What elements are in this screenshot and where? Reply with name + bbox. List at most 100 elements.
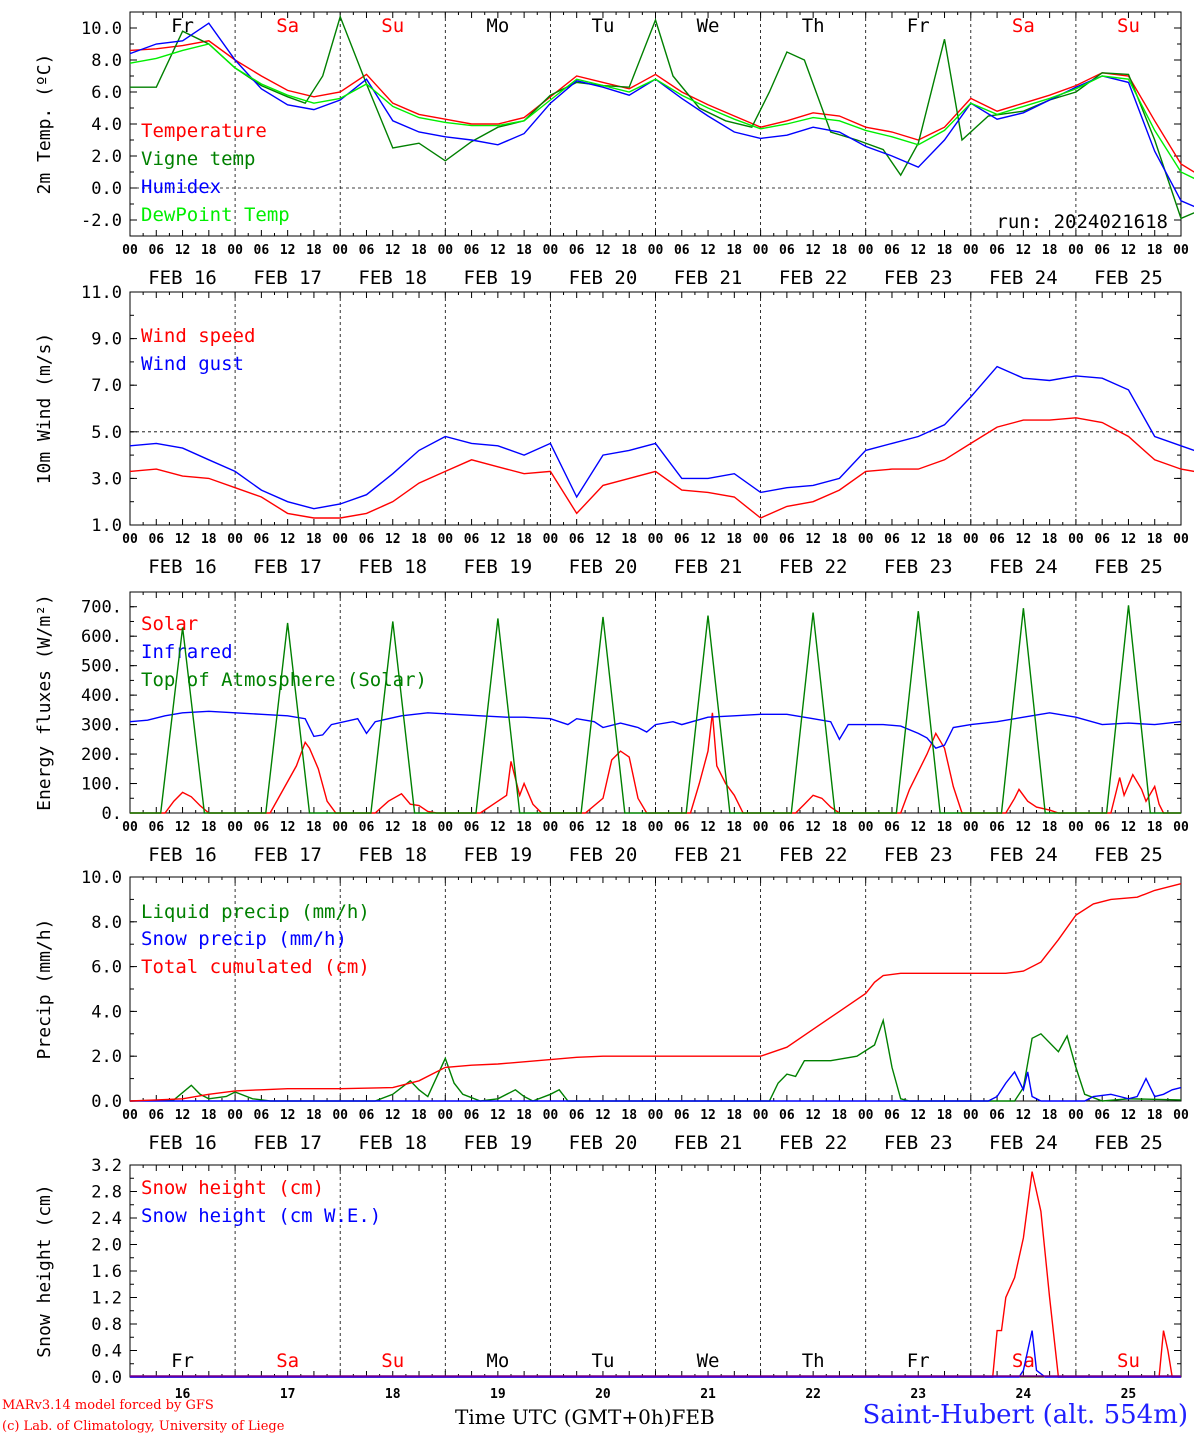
x-hour-label: 12 (1016, 820, 1032, 835)
y-tick-label: 7.0 (91, 376, 122, 396)
lab-credit: (c) Lab. of Climatology, University of L… (2, 1419, 285, 1434)
y-tick-label: 4.0 (91, 1002, 122, 1022)
weekday-label: We (697, 15, 720, 37)
x-hour-label: 12 (280, 243, 296, 258)
day-number-label: 17 (280, 1387, 296, 1402)
x-hour-label: 00 (648, 820, 664, 835)
x-hour-label: 06 (884, 532, 900, 547)
x-date-label: FEB 21 (674, 844, 743, 866)
x-date-label: FEB 25 (1094, 267, 1163, 289)
x-hour-label: 18 (726, 1108, 742, 1123)
x-hour-label: 12 (280, 532, 296, 547)
series-line (129, 365, 1194, 510)
x-hour-label: 06 (148, 1108, 164, 1123)
x-hour-label: 06 (464, 532, 480, 547)
y-tick-label: 400. (81, 686, 122, 706)
x-hour-label: 18 (621, 243, 637, 258)
x-hour-label: 00 (227, 532, 243, 547)
x-hour-label: 12 (385, 532, 401, 547)
weekday-label: Fr (171, 1350, 194, 1372)
x-hour-label: 06 (884, 1108, 900, 1123)
x-hour-label: 06 (359, 1108, 375, 1123)
x-hour-label: 18 (937, 820, 953, 835)
x-hour-label: 00 (753, 243, 769, 258)
x-hour-label: 18 (411, 820, 427, 835)
x-hour-label: 12 (385, 243, 401, 258)
x-hour-label: 00 (1173, 1108, 1189, 1123)
x-hour-label: 12 (385, 1108, 401, 1123)
x-hour-label: 12 (175, 820, 191, 835)
x-hour-label: 00 (858, 820, 874, 835)
x-hour-label: 00 (122, 243, 138, 258)
day-number-label: 16 (175, 1387, 191, 1402)
y-tick-label: 700. (81, 598, 122, 618)
x-hour-label: 12 (910, 1108, 926, 1123)
weekday-label: Fr (907, 1350, 930, 1372)
x-hour-label: 18 (726, 532, 742, 547)
x-hour-label: 00 (332, 532, 348, 547)
x-hour-label: 06 (1094, 820, 1110, 835)
x-date-label: FEB 22 (779, 1132, 848, 1154)
y-tick-label: 200. (81, 745, 122, 765)
x-axis-month: FEB (671, 1405, 715, 1429)
x-hour-label: 06 (1094, 532, 1110, 547)
x-date-label: FEB 23 (884, 267, 953, 289)
x-hour-label: 06 (674, 820, 690, 835)
x-hour-label: 00 (437, 1108, 453, 1123)
weekday-label: Mo (486, 1350, 509, 1372)
x-date-label: FEB 24 (989, 844, 1058, 866)
x-axis-title-text: Time UTC (GMT+0h) (455, 1405, 672, 1429)
x-hour-label: 18 (411, 1108, 427, 1123)
x-hour-label: 18 (832, 532, 848, 547)
x-hour-label: 06 (989, 532, 1005, 547)
x-hour-label: 06 (359, 532, 375, 547)
x-hour-label: 00 (753, 1108, 769, 1123)
x-date-label: FEB 16 (148, 1132, 217, 1154)
x-hour-label: 12 (910, 820, 926, 835)
x-date-label: FEB 22 (779, 556, 848, 578)
series-line (130, 14, 1194, 220)
y-tick-label: 4.0 (91, 115, 122, 135)
x-hour-label: 12 (805, 820, 821, 835)
x-hour-label: 12 (805, 243, 821, 258)
legend-entry: Vigne temp (141, 148, 255, 170)
y-tick-label: 6.0 (91, 83, 122, 103)
y-tick-label: 1.0 (91, 516, 122, 536)
x-hour-label: 18 (1042, 820, 1058, 835)
x-hour-label: 06 (674, 532, 690, 547)
x-hour-label: 06 (674, 1108, 690, 1123)
y-tick-label: 2.0 (91, 147, 122, 167)
x-hour-label: 12 (595, 243, 611, 258)
x-hour-label: 00 (1068, 1108, 1084, 1123)
x-hour-label: 00 (963, 1108, 979, 1123)
series-line (129, 22, 1194, 208)
x-hour-label: 18 (201, 243, 217, 258)
day-number-label: 25 (1121, 1387, 1137, 1402)
y-tick-label: 11.0 (81, 283, 122, 303)
x-hour-label: 12 (1121, 532, 1137, 547)
x-hour-label: 18 (621, 532, 637, 547)
y-tick-label: 2.0 (91, 1047, 122, 1067)
x-hour-label: 12 (175, 1108, 191, 1123)
x-hour-label: 06 (989, 1108, 1005, 1123)
y-tick-label: 300. (81, 716, 122, 736)
x-hour-label: 06 (148, 243, 164, 258)
x-hour-label: 12 (700, 532, 716, 547)
y-axis-label: 2m Temp. (ºC) (34, 54, 55, 195)
series-line (129, 40, 1194, 173)
x-hour-label: 06 (464, 1108, 480, 1123)
x-hour-label: 06 (779, 1108, 795, 1123)
plot-frame (129, 11, 1182, 237)
x-hour-label: 12 (910, 532, 926, 547)
x-date-label: FEB 19 (464, 1132, 533, 1154)
legend-entry: Liquid precip (mm/h) (141, 901, 370, 923)
x-date-label: FEB 21 (674, 1132, 743, 1154)
x-date-label: FEB 16 (148, 267, 217, 289)
legend-entry: Snow precip (mm/h) (141, 928, 347, 950)
x-hour-label: 12 (700, 820, 716, 835)
day-number-label: 18 (385, 1387, 401, 1402)
legend-entry: Snow height (cm) (141, 1177, 324, 1199)
y-tick-label: 0.8 (91, 1315, 122, 1335)
series-line (129, 883, 1182, 1102)
x-hour-label: 18 (306, 1108, 322, 1123)
